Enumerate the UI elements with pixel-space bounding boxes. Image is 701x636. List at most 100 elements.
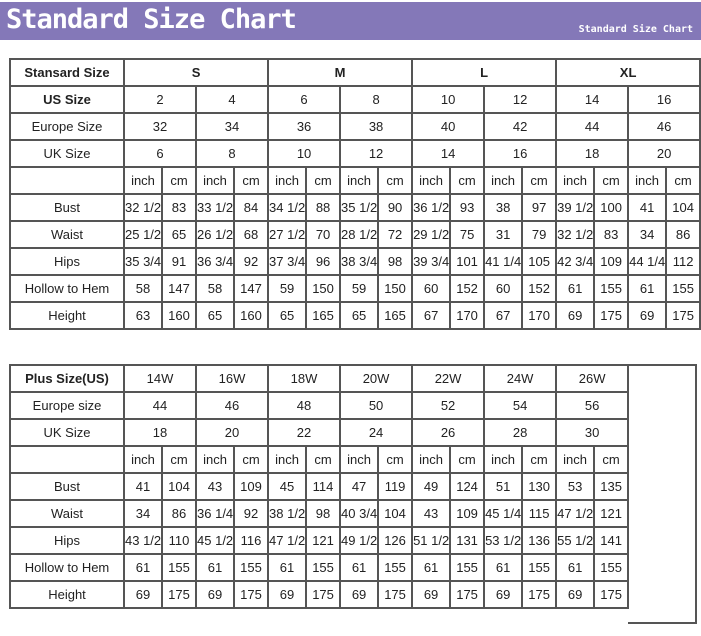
cm-value: 155	[233, 553, 270, 582]
size-value: 34	[194, 112, 270, 141]
size-value: 10	[267, 139, 342, 168]
size-value: 20	[195, 418, 270, 447]
inch-value: 26 1/2	[195, 220, 235, 249]
inch-value: 61	[339, 553, 380, 582]
size-value: 6	[267, 85, 342, 114]
measurement-label: Waist	[9, 499, 125, 528]
cm-value: 101	[449, 247, 486, 276]
inch-value: 61	[267, 553, 308, 582]
inch-value: 31	[483, 220, 524, 249]
cm-value: 90	[377, 193, 414, 222]
cm-value: 93	[449, 193, 486, 222]
cm-value: 147	[232, 274, 270, 303]
cm-value: 175	[665, 301, 701, 330]
cm-value: 135	[593, 472, 630, 501]
inch-value: 43	[411, 499, 452, 528]
cm-value: 155	[305, 553, 342, 582]
cm-value: 110	[160, 526, 198, 555]
inch-value: 60	[411, 274, 452, 303]
measurement-label: Bust	[9, 472, 125, 501]
unit-cm: cm	[593, 166, 630, 195]
size-value: 46	[627, 112, 701, 141]
blank-cell	[9, 166, 125, 195]
size-value: 44	[122, 391, 198, 420]
inch-value: 53 1/2	[483, 526, 524, 555]
cm-value: 104	[665, 193, 701, 222]
size-value: 40	[411, 112, 486, 141]
inch-value: 39 1/2	[555, 193, 596, 222]
size-value: 20	[627, 139, 701, 168]
cm-value: 170	[521, 301, 558, 330]
row-label: Europe size	[9, 391, 125, 420]
unit-cm: cm	[377, 166, 414, 195]
cm-value: 70	[305, 220, 342, 249]
unit-inch: inch	[195, 445, 236, 474]
inch-value: 34 1/2	[267, 193, 308, 222]
measurement-label: Height	[9, 301, 125, 330]
inch-value: 47 1/2	[555, 499, 596, 528]
group-header-row: Stansard Size S M L XL	[9, 58, 701, 87]
size-value: 16	[627, 85, 701, 114]
plus-size-table: Plus Size(US) 14W 16W 18W 20W 22W 24W 26W Europe…	[9, 364, 630, 609]
inch-value: 65	[195, 301, 235, 330]
unit-cm: cm	[521, 445, 558, 474]
inch-value: 36 1/2	[411, 193, 452, 222]
cm-value: 155	[449, 553, 486, 582]
inch-value: 40 3/4	[339, 499, 380, 528]
unit-cm: cm	[593, 445, 630, 474]
inch-value: 38 3/4	[339, 247, 380, 276]
inch-value: 69	[267, 580, 308, 609]
unit-inch: inch	[267, 166, 308, 195]
size-value: 28	[483, 418, 558, 447]
inch-value: 59	[267, 274, 308, 303]
inch-value: 47	[339, 472, 380, 501]
cm-value: 100	[593, 193, 630, 222]
inch-value: 61	[555, 274, 596, 303]
cm-value: 88	[305, 193, 342, 222]
cm-value: 98	[305, 499, 342, 528]
size-value: 48	[267, 391, 342, 420]
header-label: Stansard Size	[9, 58, 125, 87]
size-value: 14	[555, 85, 630, 114]
cm-value: 175	[449, 580, 486, 609]
size-value: 20W	[339, 364, 414, 393]
size-value: 24W	[483, 364, 558, 393]
unit-inch: inch	[555, 166, 596, 195]
measurement-row: Bust 41 104 43 109 45 114 47 119 49 124 51 130 53 135	[9, 472, 630, 501]
inch-value: 69	[195, 580, 236, 609]
inch-value: 69	[627, 301, 668, 330]
cm-value: 86	[160, 499, 198, 528]
cm-value: 152	[449, 274, 486, 303]
size-value: 56	[555, 391, 630, 420]
cm-value: 92	[233, 499, 270, 528]
inch-value: 69	[123, 580, 163, 609]
cm-value: 160	[161, 301, 197, 330]
size-value: 10	[411, 85, 486, 114]
inch-value: 36 1/4	[195, 499, 236, 528]
cm-value: 155	[377, 553, 414, 582]
measurement-row: Hips 35 3/4 91 36 3/4 92 37 3/4 96 38 3/4 98 39 3…	[9, 247, 701, 276]
row-label: Europe Size	[9, 112, 125, 141]
unit-inch: inch	[411, 166, 452, 195]
measurement-label: Height	[9, 580, 125, 609]
inch-value: 69	[339, 580, 380, 609]
cm-value: 124	[449, 472, 486, 501]
inch-value: 39 3/4	[411, 247, 452, 276]
cm-value: 83	[161, 193, 197, 222]
cm-value: 175	[233, 580, 270, 609]
inch-value: 45 1/2	[195, 526, 236, 555]
inch-value: 58	[123, 274, 163, 303]
blank-cell	[9, 445, 125, 474]
size-value: 2	[123, 85, 197, 114]
title-banner: Standard Size Chart Standard Size Chart	[0, 2, 701, 40]
cm-value: 83	[593, 220, 630, 249]
cm-value: 65	[161, 220, 197, 249]
measurement-row: Waist 34 86 36 1/4 92 38 1/2 98 40 3/4 104 43 109 4…	[9, 499, 630, 528]
inch-value: 45	[267, 472, 308, 501]
row-label: Plus Size(US)	[9, 364, 125, 393]
measurement-row: Height 63 160 65 160 65 165 65 165 67 170 67 170 69 17…	[9, 301, 701, 330]
cm-value: 141	[593, 526, 630, 555]
unit-inch: inch	[555, 445, 596, 474]
inch-value: 41 1/4	[483, 247, 524, 276]
unit-cm: cm	[233, 445, 270, 474]
